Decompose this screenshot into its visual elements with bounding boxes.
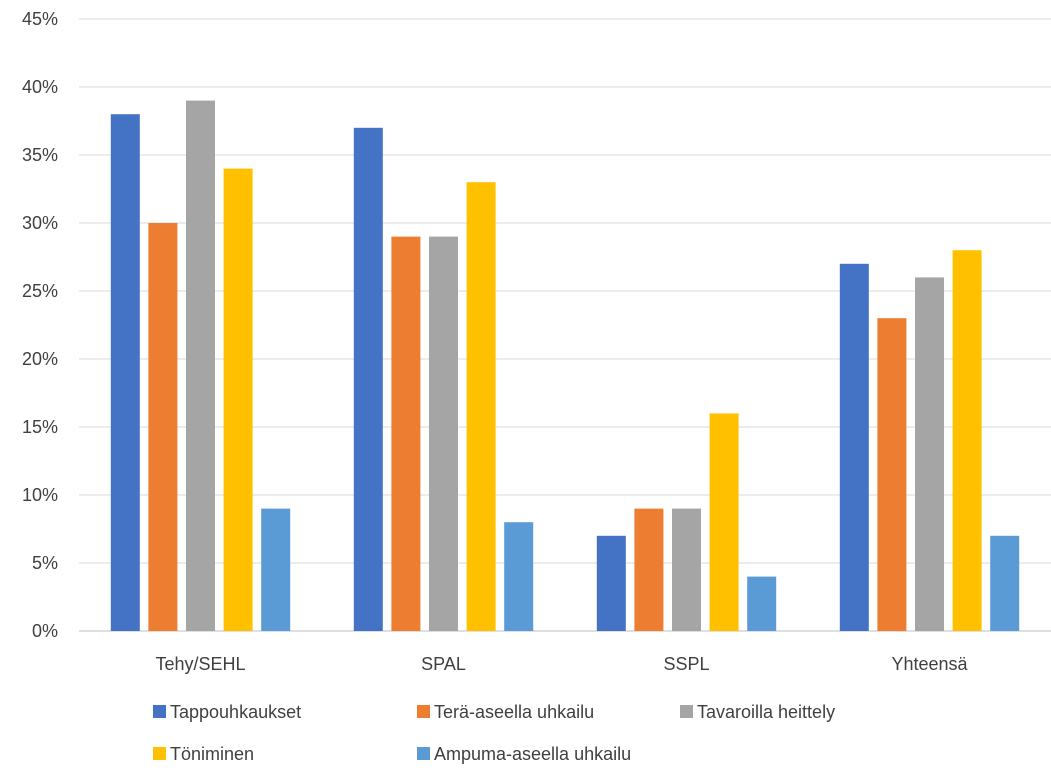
bar: [990, 535, 1020, 631]
x-axis-tick-labels: Tehy/SEHL SPAL SSPL Yhteensä: [155, 654, 968, 674]
x-tick-label: SSPL: [663, 654, 709, 674]
legend-swatch: [153, 705, 166, 718]
bar: [261, 508, 291, 631]
y-tick-label: 0%: [32, 621, 58, 641]
legend-swatch: [153, 747, 166, 760]
bar: [353, 127, 383, 632]
bar: [429, 236, 458, 631]
bar: [504, 522, 534, 631]
bar: [709, 413, 739, 631]
bar: [672, 508, 701, 631]
y-tick-label: 15%: [22, 417, 58, 437]
legend-label: Töniminen: [170, 744, 254, 764]
y-tick-label: 10%: [22, 485, 58, 505]
legend-label: Ampuma-aseella uhkailu: [434, 744, 631, 764]
bar: [186, 100, 215, 632]
bar: [596, 535, 626, 631]
legend: Tappouhkaukset Terä-aseella uhkailu Tavaro…: [153, 702, 835, 764]
legend-swatch: [417, 705, 430, 718]
x-tick-label: SPAL: [421, 654, 466, 674]
x-tick-label: Tehy/SEHL: [155, 654, 245, 674]
x-tick-label: Yhteensä: [891, 654, 968, 674]
bar: [148, 223, 178, 631]
bar: [952, 250, 982, 631]
y-tick-label: 35%: [22, 145, 58, 165]
bar: [839, 263, 869, 631]
bar: [466, 182, 496, 631]
bars: [110, 100, 1020, 632]
legend-swatch: [680, 705, 693, 718]
y-axis-tick-labels: 0% 5% 10% 15% 20% 25% 30% 35% 40% 45%: [22, 9, 58, 641]
bar: [634, 508, 664, 631]
y-tick-label: 40%: [22, 77, 58, 97]
legend-label: Tappouhkaukset: [170, 702, 301, 722]
bar: [747, 576, 777, 631]
legend-swatch: [417, 747, 430, 760]
legend-label: Tavaroilla heittely: [697, 702, 835, 722]
bar: [877, 318, 907, 631]
bar: [110, 114, 140, 631]
y-tick-label: 45%: [22, 9, 58, 29]
y-tick-label: 25%: [22, 281, 58, 301]
y-tick-label: 30%: [22, 213, 58, 233]
legend-label: Terä-aseella uhkailu: [434, 702, 594, 722]
bar: [391, 236, 421, 631]
bar: [223, 168, 253, 631]
y-tick-label: 5%: [32, 553, 58, 573]
bar: [915, 277, 944, 631]
y-tick-label: 20%: [22, 349, 58, 369]
